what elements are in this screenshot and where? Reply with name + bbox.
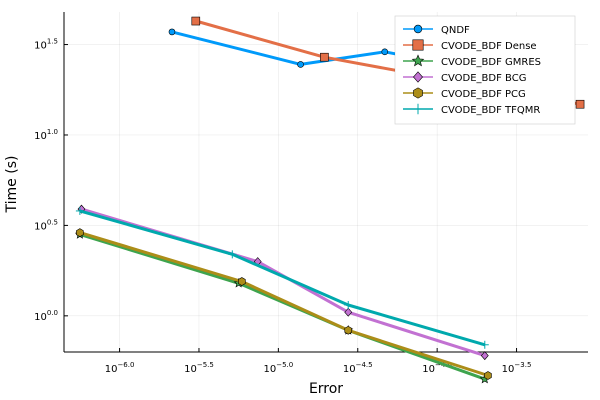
- data-point: [484, 371, 492, 380]
- x-tick-label: 10−3.5: [502, 361, 532, 375]
- legend-box: [394, 15, 576, 125]
- data-point: [344, 307, 353, 317]
- y-tick-label: 100.0: [34, 309, 58, 323]
- data-point: [75, 206, 84, 215]
- data-point: [480, 351, 489, 361]
- legend-marker: [411, 54, 425, 67]
- series-line: [79, 231, 489, 377]
- legend-item: CVODE_BDF Dense: [403, 39, 537, 52]
- legend-item: CVODE_BDF TFQMR: [403, 103, 540, 116]
- legend-marker: [412, 103, 424, 115]
- legend-label: CVODE_BDF GMRES: [441, 57, 541, 68]
- legend-label: CVODE_BDF TFQMR: [441, 105, 540, 116]
- legend-label: CVODE_BDF Dense: [441, 41, 537, 52]
- legend-item: CVODE_BDF PCG: [403, 87, 526, 100]
- data-point: [320, 52, 329, 62]
- y-tick-label: 100.5: [34, 218, 58, 232]
- legend-item: CVODE_BDF GMRES: [403, 54, 541, 68]
- data-point: [228, 250, 237, 259]
- data-point: [480, 340, 489, 349]
- legend: QNDF CVODE_BDF Dense CVODE_BDF GMRES CVODE_…: [394, 15, 576, 125]
- series-line: [79, 209, 486, 347]
- data-point: [344, 325, 352, 335]
- series-6: [75, 206, 489, 349]
- x-tick-label: 10−5.5: [184, 361, 214, 375]
- legend-marker: [413, 24, 423, 34]
- series-5: [76, 228, 492, 380]
- data-point: [238, 277, 246, 286]
- data-point: [76, 228, 84, 237]
- legend-marker: [412, 39, 424, 51]
- legend-marker: [413, 71, 423, 83]
- y-tick-label: 101.5: [34, 38, 58, 52]
- x-tick-label: 10−6.0: [105, 361, 135, 375]
- data-point: [575, 99, 585, 109]
- legend-item: CVODE_BDF BCG: [403, 71, 526, 84]
- legend-label: CVODE_BDF PCG: [441, 89, 526, 100]
- data-point: [297, 61, 304, 68]
- x-tick-label: 10−5.0: [263, 361, 293, 375]
- legend-marker: [413, 87, 423, 99]
- y-axis-title: Time (s): [4, 156, 20, 214]
- data-point: [191, 16, 201, 26]
- legend-label: CVODE_BDF BCG: [441, 73, 526, 84]
- x-tick-label: 10−4.5: [343, 361, 373, 375]
- data-point: [381, 48, 389, 56]
- legend-item: QNDF: [403, 24, 470, 36]
- x-axis-title: Error: [309, 381, 343, 397]
- y-tick-label: 101.0: [34, 128, 58, 142]
- data-point: [168, 28, 176, 36]
- data-point: [344, 300, 353, 309]
- legend-label: QNDF: [441, 25, 470, 36]
